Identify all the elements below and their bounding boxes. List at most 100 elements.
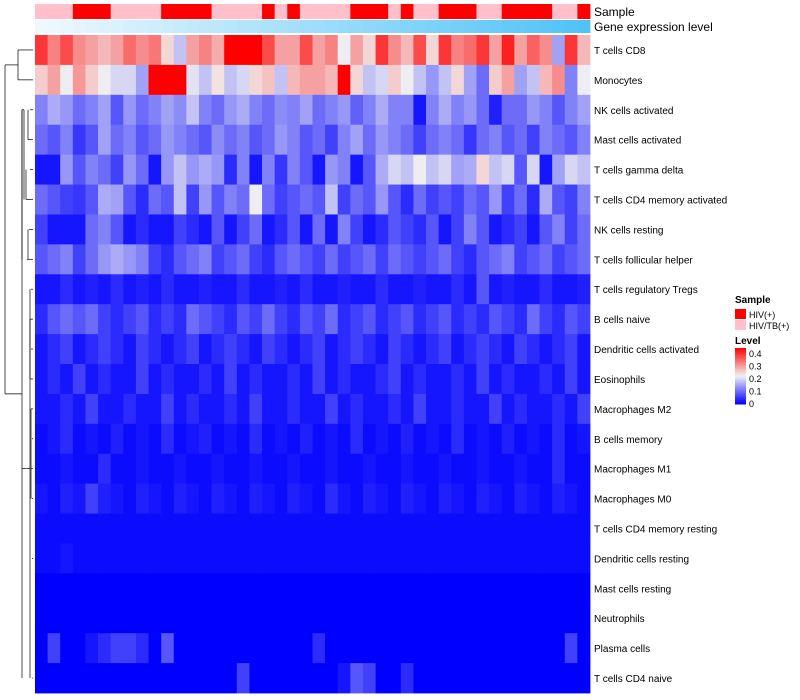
- heatmap-cell: [148, 35, 162, 66]
- heatmap-cell: [148, 663, 162, 694]
- expression-annotation-cell: [312, 20, 326, 33]
- heatmap-cell: [564, 663, 578, 694]
- heatmap-cell: [35, 274, 49, 305]
- sample-annotation-cell: [173, 4, 187, 19]
- heatmap-cell: [577, 513, 591, 544]
- heatmap-cell: [451, 274, 465, 305]
- legend-gradient-step: [735, 352, 746, 355]
- heatmap-cell: [262, 453, 276, 485]
- heatmap-cell: [161, 64, 175, 96]
- heatmap-cell: [526, 244, 540, 275]
- heatmap-cell: [249, 393, 263, 425]
- sample-annotation-cell: [98, 4, 112, 19]
- heatmap-cell: [249, 304, 263, 335]
- heatmap-cell: [173, 483, 187, 514]
- heatmap-cell: [489, 64, 503, 96]
- heatmap-cell: [287, 35, 301, 66]
- heatmap-cell: [224, 124, 238, 156]
- heatmap-cell: [236, 334, 250, 365]
- heatmap-cell: [337, 603, 351, 634]
- heatmap-cell: [161, 124, 175, 156]
- heatmap-cell: [426, 64, 440, 96]
- heatmap-cell: [135, 393, 149, 425]
- heatmap-cell: [173, 184, 187, 215]
- heatmap-cell: [85, 663, 99, 694]
- heatmap-cell: [161, 483, 175, 514]
- expression-annotation-cell: [173, 20, 187, 33]
- heatmap-cell: [35, 64, 49, 96]
- heatmap-cell: [539, 64, 553, 96]
- heatmap-cell: [552, 124, 566, 156]
- heatmap-cell: [110, 94, 124, 126]
- heatmap-cell: [60, 663, 74, 694]
- heatmap-cell: [350, 423, 364, 455]
- heatmap-cell: [47, 663, 61, 694]
- heatmap-cell: [123, 423, 137, 455]
- heatmap-cell: [489, 94, 503, 126]
- heatmap-cell: [552, 513, 566, 544]
- heatmap-cell: [161, 274, 175, 305]
- heatmap-cell: [287, 64, 301, 96]
- heatmap-cell: [413, 154, 427, 185]
- heatmap-cell: [262, 64, 276, 96]
- heatmap-cell: [388, 453, 402, 485]
- heatmap-cell: [47, 393, 61, 425]
- heatmap-cell: [577, 364, 591, 395]
- heatmap-cell: [337, 184, 351, 215]
- heatmap-cell: [400, 124, 414, 156]
- heatmap-cell: [325, 35, 339, 66]
- heatmap-cell: [224, 94, 238, 126]
- heatmap-cell: [198, 423, 212, 455]
- expression-annotation-cell: [526, 20, 540, 33]
- sample-annotation-cell: [552, 4, 566, 19]
- heatmap-cell: [337, 64, 351, 96]
- heatmap-cell: [526, 364, 540, 395]
- heatmap-cell: [564, 513, 578, 544]
- heatmap-cell: [224, 334, 238, 365]
- heatmap-cell: [526, 94, 540, 126]
- expression-annotation-cell: [287, 20, 301, 33]
- row-label: T cells regulatory Tregs: [594, 285, 698, 296]
- legend: Sample HIV(+)HIV/TB(+) Level 0.40.30.20.…: [735, 295, 789, 409]
- heatmap-cell: [489, 633, 503, 664]
- heatmap-cell: [236, 274, 250, 305]
- heatmap-cell: [135, 244, 149, 275]
- heatmap-cell: [362, 124, 376, 156]
- heatmap-cell: [426, 483, 440, 514]
- heatmap-cell: [413, 274, 427, 305]
- heatmap-cell: [186, 603, 200, 634]
- sample-annotation-cell: [426, 4, 440, 19]
- heatmap-cell: [388, 214, 402, 245]
- heatmap-cell: [224, 274, 238, 305]
- heatmap-cell: [325, 304, 339, 335]
- legend-gradient-step: [735, 350, 746, 353]
- heatmap-cell: [60, 184, 74, 215]
- heatmap-cell: [489, 573, 503, 604]
- heatmap-cell: [438, 663, 452, 694]
- row-label: Neutrophils: [594, 614, 645, 625]
- heatmap-cell: [72, 124, 86, 156]
- heatmap-cell: [274, 154, 288, 185]
- heatmap-cell: [463, 393, 477, 425]
- heatmap-cell: [539, 513, 553, 544]
- heatmap-cell: [463, 64, 477, 96]
- heatmap-cell: [287, 184, 301, 215]
- heatmap-cell: [236, 214, 250, 245]
- heatmap-cell: [552, 35, 566, 66]
- heatmap-cell: [362, 543, 376, 574]
- heatmap-cell: [110, 543, 124, 574]
- heatmap-cell: [564, 573, 578, 604]
- heatmap-cell: [476, 483, 490, 514]
- heatmap-cell: [148, 364, 162, 395]
- heatmap-cell: [274, 274, 288, 305]
- heatmap-cell: [224, 423, 238, 455]
- heatmap-cell: [211, 393, 225, 425]
- heatmap-cell: [274, 364, 288, 395]
- heatmap-cell: [224, 663, 238, 694]
- heatmap-cell: [350, 64, 364, 96]
- heatmap-cell: [388, 573, 402, 604]
- heatmap-cell: [476, 603, 490, 634]
- heatmap-cell: [451, 94, 465, 126]
- expression-annotation-cell: [85, 20, 99, 33]
- heatmap-cell: [211, 543, 225, 574]
